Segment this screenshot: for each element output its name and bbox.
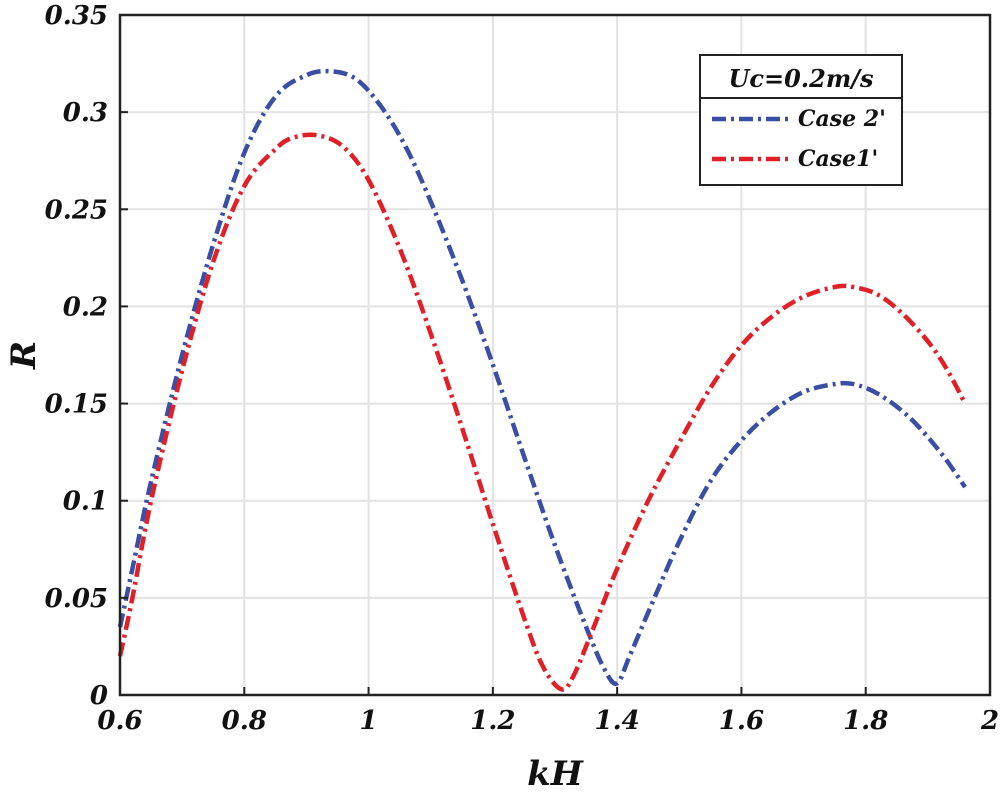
y-tick-label: 0.1 xyxy=(63,487,108,517)
legend-label: Case 2' xyxy=(798,106,886,132)
y-axis-label: R xyxy=(4,341,44,370)
x-axis-label: kH xyxy=(527,754,585,792)
y-tick-label: 0.35 xyxy=(45,1,108,31)
y-tick-label: 0.15 xyxy=(45,390,108,420)
legend: Uc=0.2m/s Case 2' Case1' xyxy=(699,54,903,186)
y-tick-label: 0 xyxy=(90,681,108,711)
x-tick-label: 0.8 xyxy=(222,706,267,736)
y-tick-label: 0.25 xyxy=(45,195,108,225)
x-tick-label: 2 xyxy=(980,706,999,736)
series-line-case-1 xyxy=(117,132,968,692)
series-line-case-2 xyxy=(117,68,967,686)
y-tick-label: 0.3 xyxy=(63,98,108,128)
legend-entries: Case 2' Case1' xyxy=(712,106,886,172)
x-tick-label: 1.8 xyxy=(843,706,888,736)
ticks xyxy=(119,14,991,696)
x-tick-label: 1 xyxy=(360,706,378,736)
x-tick-label: 0.6 xyxy=(97,706,142,736)
legend-label: Case1' xyxy=(798,146,878,172)
y-tick-label: 0.2 xyxy=(63,292,108,322)
x-tick-label: 1.2 xyxy=(470,706,515,736)
y-tick-label: 0.05 xyxy=(45,584,108,614)
legend-title: Uc=0.2m/s xyxy=(728,64,874,93)
x-tick-label: 1.6 xyxy=(719,706,764,736)
series-layer xyxy=(117,68,968,692)
x-tick-labels: 0.6 0.8 1 1.2 1.4 1.6 1.8 2 xyxy=(97,706,999,736)
plot-area-frame xyxy=(118,13,992,697)
y-tick-labels: 0 0.05 0.1 0.15 0.2 0.25 0.3 0.35 xyxy=(45,1,108,711)
x-tick-label: 1.4 xyxy=(595,706,640,736)
